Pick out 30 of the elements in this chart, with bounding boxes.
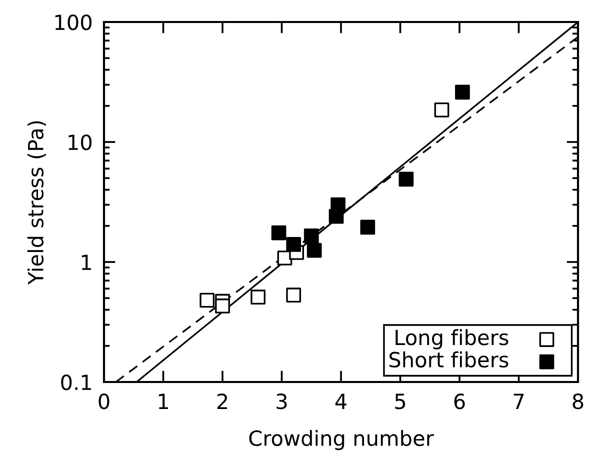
y-tick-label: 1 — [82, 254, 91, 270]
legend-label: Long fibers — [396, 329, 508, 350]
legend-label: Short fibers — [390, 351, 508, 368]
point — [286, 237, 302, 252]
point — [360, 220, 376, 235]
point — [304, 228, 319, 244]
point — [215, 298, 230, 314]
y-tick-label: 10 — [68, 134, 92, 150]
x-tick-label: 5 — [395, 394, 406, 410]
y-tick-label: 100 — [55, 14, 92, 30]
point — [455, 84, 470, 100]
point — [330, 197, 346, 212]
x-tick-label: 4 — [335, 394, 346, 409]
x-tick-label: 0 — [98, 393, 110, 410]
x-tick-label: 8 — [572, 393, 584, 410]
point — [250, 290, 266, 305]
x-tick-label: 2 — [217, 393, 228, 409]
point — [200, 292, 215, 308]
point — [271, 225, 286, 240]
x-tick-label: 6 — [454, 393, 465, 410]
x-tick-label: 7 — [514, 394, 524, 409]
point — [306, 242, 322, 258]
x-tick-label: 1 — [158, 394, 168, 409]
x-tick-label: 3 — [276, 393, 287, 410]
point — [286, 288, 302, 303]
point — [434, 102, 450, 118]
y-tick-label: 0.1 — [61, 374, 91, 390]
point — [398, 172, 414, 187]
y-axis-title: Yield stress (Pa) — [27, 121, 46, 285]
x-axis-title: Crowding number — [249, 430, 434, 450]
